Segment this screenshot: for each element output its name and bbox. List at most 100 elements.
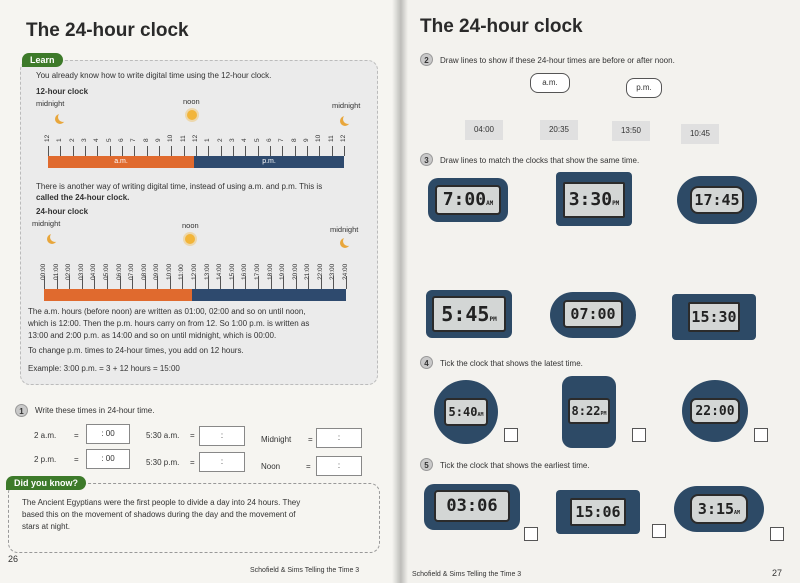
question-number: 3 xyxy=(420,153,433,166)
hour-tick-mark xyxy=(270,146,271,156)
equals-sign: = xyxy=(74,455,79,464)
hour-tick-label: 11 xyxy=(327,135,335,142)
other-way-line1: There is another way of writing digital … xyxy=(36,182,323,191)
hour-tick-mark xyxy=(257,146,259,156)
hour-tick-label: 7 xyxy=(130,138,138,142)
midnight-label-start-24: midnight xyxy=(32,219,61,228)
am-option[interactable]: a.m. xyxy=(530,73,570,93)
hour-tick-label: 8 xyxy=(142,138,150,142)
noon-label-24: noon xyxy=(182,221,199,230)
question-2-text: Draw lines to show if these 24-hour time… xyxy=(440,56,675,65)
explanation-line1: The a.m. hours (before noon) are written… xyxy=(28,307,306,316)
hour-tick-mark xyxy=(60,146,62,156)
clock-time: 5:45 xyxy=(441,302,490,326)
hour-tick-mark xyxy=(232,276,234,289)
hour-tick-label: 8 xyxy=(290,138,298,142)
clock-time: 17:45 xyxy=(694,191,740,209)
hour-tick-label: 2 xyxy=(68,138,76,142)
q1-label-2am: 2 a.m. xyxy=(34,431,57,440)
question-3-text: Draw lines to match the clocks that show… xyxy=(440,156,640,165)
hour-tick-mark xyxy=(72,146,74,156)
hour-tick-label: 10 xyxy=(167,134,175,142)
clock-suffix: AM xyxy=(486,200,494,207)
clock-time: 3:15 xyxy=(697,500,735,518)
explanation-line2: which is 12:00. Then the p.m. hours carr… xyxy=(28,319,310,328)
page-number-left: 26 xyxy=(8,554,19,564)
time-card[interactable]: 10:45 xyxy=(681,124,719,144)
answer-box-noon[interactable]: : xyxy=(316,456,362,476)
answer-box-midnight[interactable]: : xyxy=(316,428,362,448)
hour-tick-mark xyxy=(171,146,173,156)
answer-box-530am[interactable]: : xyxy=(199,426,245,446)
q1-label-530pm: 5:30 p.m. xyxy=(146,458,180,467)
pm-option[interactable]: p.m. xyxy=(626,78,662,98)
tick-box[interactable] xyxy=(652,524,666,538)
am-segment: a.m. xyxy=(48,156,194,168)
hour-tick-label: 9 xyxy=(303,138,310,142)
did-you-know-tag: Did you know? xyxy=(6,476,86,490)
moon-icon xyxy=(340,236,353,248)
clock-display: 15:06 xyxy=(570,498,626,526)
clock-display: 07:00 xyxy=(563,300,623,328)
timeline-24h xyxy=(44,289,346,301)
answer-box-2pm[interactable]: : 00 xyxy=(86,449,130,469)
tick-box[interactable] xyxy=(524,527,538,541)
answer-box-530pm[interactable]: : xyxy=(199,452,245,472)
hour-tick-mark xyxy=(331,146,333,156)
clock-suffix: PM xyxy=(489,316,497,323)
hour-tick-label: 1 xyxy=(56,138,64,142)
hour-tick-label: 5 xyxy=(105,138,113,142)
clock-time: 7:00 xyxy=(442,189,487,210)
hour-tick-mark xyxy=(97,146,99,156)
clock-time: 3:30 xyxy=(568,189,613,210)
time-card[interactable]: 13:50 xyxy=(612,121,650,141)
page-title: The 24-hour clock xyxy=(420,16,583,37)
clock-display: 03:06 xyxy=(434,490,510,522)
hour-tick-label: 4 xyxy=(241,138,249,142)
hour-tick-mark xyxy=(56,276,58,289)
hour-tick-mark xyxy=(69,276,71,289)
hour-tick-mark xyxy=(319,146,321,156)
tick-box[interactable] xyxy=(504,428,518,442)
tick-box[interactable] xyxy=(770,527,784,541)
hour-tick-label: 3 xyxy=(81,138,88,142)
hour-tick-mark xyxy=(134,146,136,156)
hour-tick-mark xyxy=(270,276,272,289)
clock-time: 15:06 xyxy=(575,503,621,521)
midnight-label-end-24: midnight xyxy=(330,225,359,234)
clock-display: 17:45 xyxy=(690,186,744,214)
learn-tag: Learn xyxy=(22,53,63,67)
clock-display: 22:00 xyxy=(690,398,740,424)
hour-tick-mark xyxy=(85,146,86,156)
clock-display: 3:15AM xyxy=(690,494,748,524)
clock-time: 07:00 xyxy=(570,305,616,323)
hour-tick-label: 12 xyxy=(340,134,347,142)
hour-tick-label: 4 xyxy=(93,138,101,142)
hour-tick-label: 6 xyxy=(118,138,125,142)
question-4-text: Tick the clock that shows the latest tim… xyxy=(440,359,583,368)
sun-icon xyxy=(185,234,195,244)
hour-tick-label: 2 xyxy=(216,138,224,142)
example-line: Example: 3:00 p.m. = 3 + 12 hours = 15:0… xyxy=(28,364,180,373)
explanation-line3: 13:00 and 2:00 p.m. as 14:00 and so on u… xyxy=(28,331,277,340)
question-1-text: Write these times in 24-hour time. xyxy=(35,406,155,415)
hour-tick-mark xyxy=(307,146,308,156)
hour-tick-mark xyxy=(208,146,210,156)
timeline-12h: a.m. p.m. xyxy=(48,156,344,168)
sun-icon xyxy=(187,110,197,120)
hour-tick-label: 12 xyxy=(44,134,51,142)
answer-box-2am[interactable]: : 00 xyxy=(86,424,130,444)
tick-box[interactable] xyxy=(754,428,768,442)
clock-display: 3:30PM xyxy=(563,182,625,218)
clock-time: 8:22 xyxy=(571,404,601,418)
hour-tick-mark xyxy=(122,146,123,156)
hour-tick-mark xyxy=(207,276,209,289)
time-card[interactable]: 20:35 xyxy=(540,120,578,140)
moon-icon xyxy=(47,232,60,244)
time-card[interactable]: 04:00 xyxy=(465,120,503,140)
clock-time: 15:30 xyxy=(691,308,737,326)
tick-box[interactable] xyxy=(632,428,646,442)
hour-tick-mark xyxy=(169,276,171,289)
page-number-right: 27 xyxy=(772,568,783,578)
hour-tick-mark xyxy=(157,276,159,289)
